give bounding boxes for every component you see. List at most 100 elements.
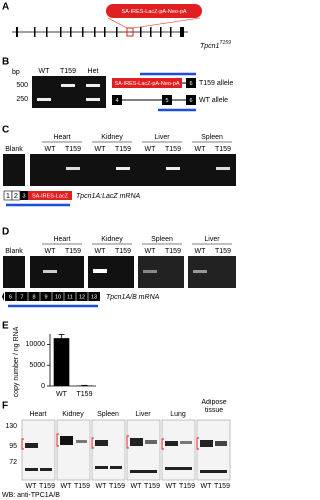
tissue: Heart (53, 236, 70, 243)
tissue: Spleen (201, 134, 223, 141)
exon-label: 13 (91, 294, 97, 300)
x-tick-label: T159 (77, 391, 93, 398)
exon (162, 95, 172, 105)
tissue: Heart (29, 411, 46, 418)
lane-label: T159 (115, 248, 131, 255)
lane-label: T159 (115, 146, 131, 153)
cassette-label: SA-IRES-LacZ (32, 193, 69, 199)
cassette-label: SA-IRES-LacZ-pA-Neo-pA (121, 9, 186, 15)
cassette-label: SA-IRES-LacZ-pA-Neo-pA (114, 81, 179, 87)
callout (107, 17, 201, 29)
band (86, 98, 100, 101)
lane-label: WT (145, 146, 157, 153)
lane-label: WT (61, 483, 73, 490)
band (116, 167, 130, 170)
allele-label: T159 allele (199, 80, 233, 87)
band (166, 167, 180, 170)
bracket (21, 433, 199, 450)
tissue: Spleen (97, 411, 119, 418)
tissue: Kidney (101, 236, 123, 243)
unit: bp (12, 69, 20, 76)
panel-label: D (2, 227, 9, 238)
lane-label: WT (45, 248, 57, 255)
lane-label: WT (195, 248, 207, 255)
exon (186, 95, 196, 105)
tissue: Liver (154, 134, 170, 141)
band (143, 270, 157, 273)
lane-label: Het (88, 68, 99, 75)
exon-label: 4 (115, 98, 118, 104)
tissue-headers: Heart Kidney Spleen Liver Lung (29, 411, 185, 418)
lane-label: T159 (39, 483, 55, 490)
tissue: Heart (53, 134, 70, 141)
exon-label: 10 (55, 294, 61, 300)
lane-label: WT (145, 248, 157, 255)
exon-label: 3 (22, 193, 25, 199)
tissue: Liver (135, 411, 151, 418)
transcript-label: Tpcn1A:LacZ mRNA (76, 193, 141, 200)
y-axis-title: copy number / ng RNA (13, 326, 20, 397)
tissue-headers: Heart Kidney Spleen Liver WT T159 WT T15… (42, 236, 232, 255)
lane-label: WT (95, 146, 107, 153)
band (193, 270, 207, 273)
bar (53, 338, 70, 386)
gel (32, 76, 106, 108)
exon-label: 7 (20, 294, 23, 300)
marker-label: 72 (9, 459, 17, 466)
cassette (106, 4, 202, 18)
y-tick-label: 5000 (29, 362, 45, 369)
exon-label: 6 (189, 98, 192, 104)
blots (21, 419, 231, 481)
lane-label: T159 (74, 483, 90, 490)
lane-label: WT (95, 248, 107, 255)
exon-label: 6 (189, 81, 192, 87)
blot-bands (25, 436, 227, 473)
lane-labels: WT T159 WT T159 WT T159 WT T159 WT T159 … (26, 483, 231, 490)
exon-label: 5 (165, 98, 168, 104)
lane-label: WT (166, 483, 178, 490)
tissue: Adipose tissue (201, 399, 227, 414)
allele: Tpcn1 (200, 43, 220, 50)
lane-label: T159 (165, 146, 181, 153)
blank-label: Blank (5, 146, 23, 153)
exon-label: 12 (79, 294, 85, 300)
exon-label: 8 (32, 294, 35, 300)
marker-label: 95 (9, 443, 17, 450)
antibody-label: WB: anti-TPC1A/B (2, 492, 60, 499)
allele-sup: T159 (219, 40, 231, 46)
lane-label: T159 (165, 248, 181, 255)
lane-label: WT (131, 483, 143, 490)
band (93, 269, 107, 273)
panel-label: F (2, 401, 8, 412)
tissue-headers: Heart Kidney Liver Spleen WT T159 WT T15… (42, 134, 232, 153)
lane-label: T159 (215, 248, 231, 255)
exon-label: 6 (9, 294, 12, 300)
exon-row: 6 7 8 9 10 11 12 13 (2, 292, 100, 301)
lane-label: T159 (109, 483, 125, 490)
gel (3, 256, 25, 288)
marker-label: 500 (16, 82, 28, 89)
exon-label: 2 (14, 193, 18, 200)
lane-label: WT (195, 146, 207, 153)
y-tick-label: 10000 (26, 341, 46, 348)
lane-label: WT (201, 483, 213, 490)
band (37, 98, 51, 101)
tissue: Lung (170, 411, 186, 418)
tissue: Kidney (101, 134, 123, 141)
blank-label: Blank (5, 248, 23, 255)
exon (20, 191, 28, 200)
figure: A SA-IRES-LacZ-pA-Neo-pA Tpcn1T159 B bp … (2, 2, 236, 499)
cassette (28, 191, 72, 200)
panel-label: B (2, 57, 9, 68)
band (43, 270, 57, 273)
lane-label: T159 (65, 248, 81, 255)
lane-label: WT (45, 146, 57, 153)
allele-label: Tpcn1T159 (200, 40, 231, 50)
tissue-wrap: Adipose tissue (201, 399, 227, 414)
y-tick-label: 0 (41, 383, 45, 390)
tissue: Kidney (62, 411, 84, 418)
lane-label: T159 (214, 483, 230, 490)
band (66, 167, 80, 170)
panel-label: A (2, 2, 9, 13)
band (61, 84, 75, 87)
